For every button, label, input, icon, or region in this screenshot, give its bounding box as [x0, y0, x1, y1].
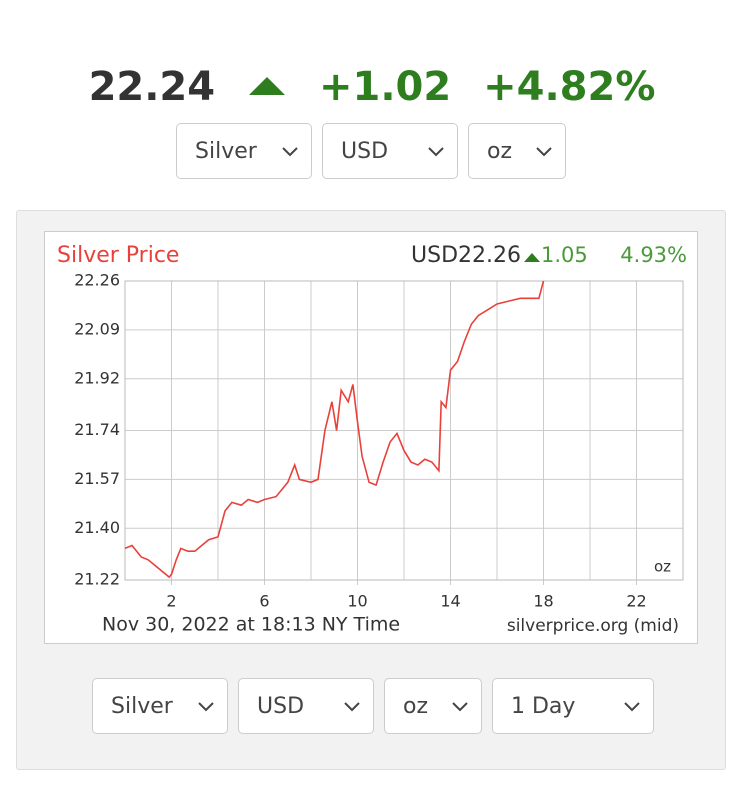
- dropdown-label: USD: [341, 138, 389, 164]
- y-tick-label: 21.74: [74, 420, 120, 439]
- dropdown[interactable]: oz: [384, 678, 482, 734]
- dropdown-label: oz: [487, 138, 513, 164]
- up-arrow: [249, 77, 286, 95]
- source: silverprice.org (mid): [507, 616, 679, 636]
- y-tick-label: 21.40: [74, 518, 120, 537]
- price-line: [124, 280, 545, 579]
- price: 22.24: [88, 64, 216, 110]
- y-tick-label: 22.26: [74, 271, 120, 290]
- chevron: [198, 702, 214, 712]
- dropdown[interactable]: oz: [468, 123, 566, 179]
- quote-percent: 4.93%: [620, 243, 687, 267]
- footnote: Nov 30, 2022 at 18:13 NY Time: [102, 614, 400, 636]
- quote: USD22.26: [411, 243, 521, 268]
- chevron: [624, 702, 640, 712]
- x-tick-label: 6: [259, 592, 269, 611]
- up-arrow: [524, 253, 540, 262]
- chevron: [428, 147, 444, 157]
- plot-border: [124, 280, 684, 581]
- chart-box: Silver Price USD22.26 1.05 4.93% oz Nov …: [44, 231, 698, 644]
- quote-change: 1.05: [541, 243, 588, 267]
- x-tick-label: 22: [626, 592, 646, 611]
- dropdown[interactable]: 1 Day: [492, 678, 654, 734]
- chevron: [282, 147, 298, 157]
- dropdown-label: USD: [257, 693, 305, 719]
- x-tick-label: 10: [347, 592, 367, 611]
- y-tick-label: 22.09: [74, 319, 120, 338]
- x-tick-label: 2: [166, 592, 176, 611]
- percent: +4.82%: [483, 64, 656, 110]
- y-tick-label: 21.22: [74, 570, 120, 589]
- dropdown[interactable]: USD: [322, 123, 458, 179]
- dropdown[interactable]: Silver: [176, 123, 312, 179]
- y-tick-label: 21.92: [74, 368, 120, 387]
- dropdown[interactable]: Silver: [92, 678, 228, 734]
- chart: Silver Price USD22.26 1.05 4.93% oz Nov …: [57, 243, 687, 636]
- dropdown-label: Silver: [195, 138, 257, 164]
- x-tick-label: 18: [533, 592, 553, 611]
- dropdown-label: oz: [403, 693, 429, 719]
- chart-title: Silver Price: [57, 243, 179, 268]
- dropdown-label: 1 Day: [511, 693, 576, 719]
- x-tick-label: 14: [440, 592, 460, 611]
- dropdown[interactable]: USD: [238, 678, 374, 734]
- chevron: [344, 702, 360, 712]
- dropdown-label: Silver: [111, 693, 173, 719]
- price-header: 22.24 +1.02 +4.82%: [0, 62, 744, 122]
- y-tick-label: 21.57: [74, 469, 120, 488]
- change: +1.02: [318, 64, 452, 110]
- chevron: [452, 702, 468, 712]
- chevron: [536, 147, 552, 157]
- unit: oz: [654, 558, 671, 576]
